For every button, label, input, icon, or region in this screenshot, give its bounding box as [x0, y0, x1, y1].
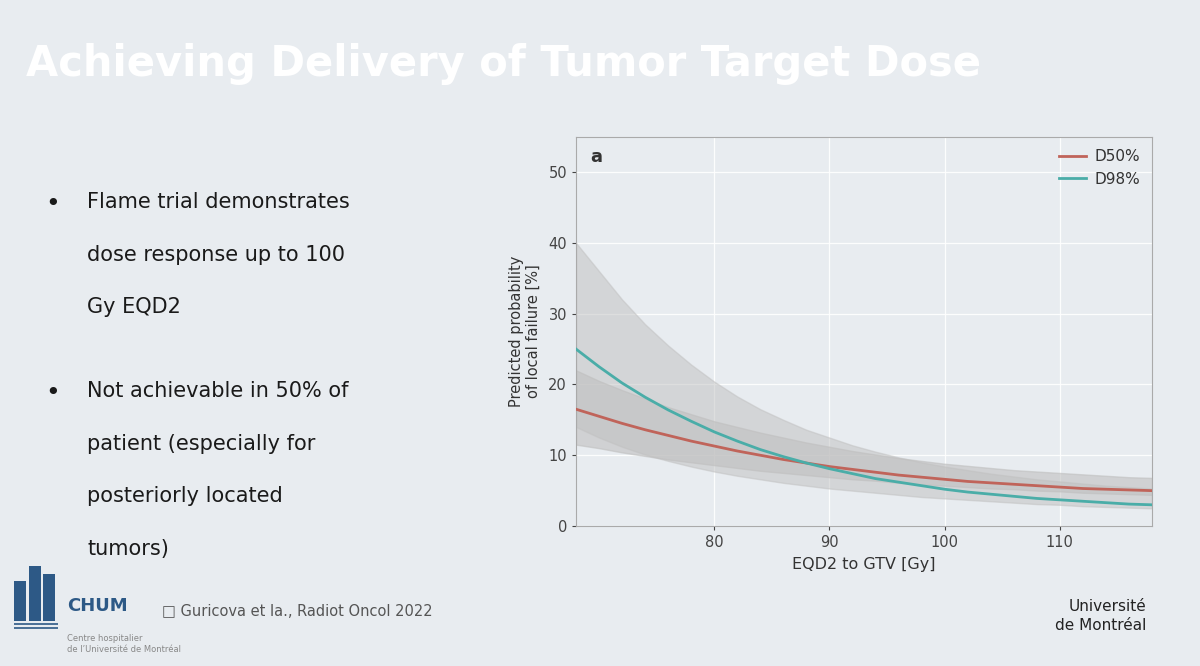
Text: Université
de Montréal: Université de Montréal [1055, 599, 1146, 633]
Text: □ Guricova et la., Radiot Oncol 2022: □ Guricova et la., Radiot Oncol 2022 [162, 603, 433, 619]
Text: Flame trial demonstrates: Flame trial demonstrates [88, 192, 350, 212]
Text: Not achievable in 50% of: Not achievable in 50% of [88, 382, 349, 402]
Y-axis label: Predicted probability
of local failure [%]: Predicted probability of local failure [… [509, 256, 541, 407]
X-axis label: EQD2 to GTV [Gy]: EQD2 to GTV [Gy] [792, 557, 936, 572]
Text: posteriorly located: posteriorly located [88, 486, 283, 506]
Text: Centre hospitalier
de l’Université de Montréal: Centre hospitalier de l’Université de Mo… [67, 634, 181, 654]
Text: Gy EQD2: Gy EQD2 [88, 297, 181, 317]
Text: Achieving Delivery of Tumor Target Dose: Achieving Delivery of Tumor Target Dose [26, 43, 982, 85]
Text: •: • [46, 382, 60, 406]
Text: tumors): tumors) [88, 539, 169, 559]
Text: CHUM: CHUM [67, 597, 128, 615]
Text: patient (especially for: patient (especially for [88, 434, 316, 454]
Bar [43, 574, 55, 621]
Text: dose response up to 100: dose response up to 100 [88, 244, 346, 264]
Bar [14, 581, 26, 621]
Legend: D50%, D98%: D50%, D98% [1055, 145, 1145, 191]
Bar [29, 566, 41, 621]
Text: •: • [46, 192, 60, 216]
Text: a: a [590, 149, 602, 166]
